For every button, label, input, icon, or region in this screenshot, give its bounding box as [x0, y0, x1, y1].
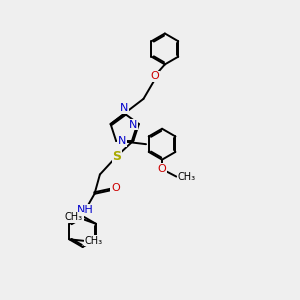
Text: NH: NH	[76, 205, 93, 215]
Text: O: O	[111, 183, 120, 193]
Text: O: O	[150, 71, 159, 81]
Text: CH₃: CH₃	[178, 172, 196, 182]
Text: N: N	[129, 120, 137, 130]
Text: N: N	[118, 136, 126, 146]
Text: O: O	[158, 164, 167, 174]
Text: S: S	[112, 150, 122, 163]
Text: N: N	[120, 103, 128, 113]
Text: CH₃: CH₃	[84, 236, 102, 246]
Text: CH₃: CH₃	[65, 212, 83, 222]
